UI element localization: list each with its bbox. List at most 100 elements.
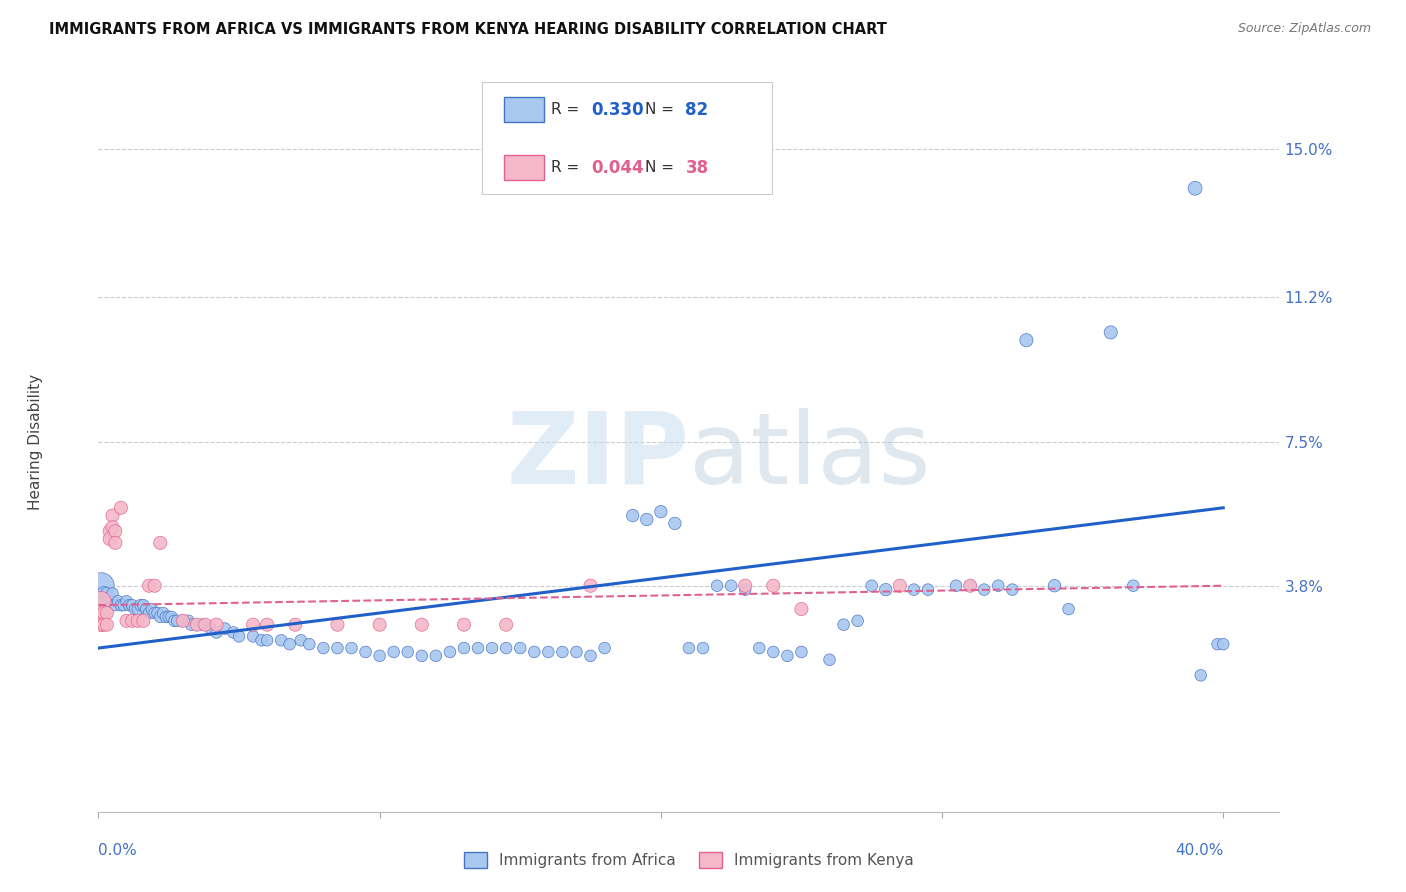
Point: [875, 582, 897, 597]
Point: [973, 582, 995, 597]
Point: [96, 594, 118, 608]
Point: [734, 579, 756, 593]
Point: [537, 645, 560, 659]
Point: [959, 579, 981, 593]
Point: [98, 532, 121, 546]
Point: [270, 633, 292, 648]
Point: [96, 586, 118, 600]
Point: [1099, 326, 1122, 340]
Point: [945, 579, 967, 593]
Point: [191, 617, 214, 632]
Point: [242, 629, 264, 643]
Point: [636, 512, 658, 526]
Point: [98, 524, 121, 538]
Point: [143, 606, 166, 620]
Point: [959, 579, 981, 593]
Point: [382, 645, 405, 659]
Text: ZIP: ZIP: [506, 408, 689, 505]
Point: [312, 641, 335, 656]
Point: [340, 641, 363, 656]
Point: [706, 579, 728, 593]
Point: [425, 648, 447, 663]
Point: [846, 614, 869, 628]
Point: [160, 610, 183, 624]
Point: [256, 633, 278, 648]
Point: [621, 508, 644, 523]
Y-axis label: Hearing Disability: Hearing Disability: [28, 374, 42, 509]
Point: [104, 598, 127, 612]
Point: [107, 594, 129, 608]
Point: [903, 582, 925, 597]
Text: R =: R =: [551, 160, 579, 175]
Text: 38: 38: [685, 159, 709, 177]
Point: [1015, 333, 1038, 347]
Point: [93, 586, 115, 600]
Point: [180, 617, 202, 632]
Point: [551, 645, 574, 659]
Text: 0.330: 0.330: [591, 101, 644, 119]
Point: [278, 637, 301, 651]
Point: [326, 641, 349, 656]
Point: [163, 614, 186, 628]
Point: [143, 579, 166, 593]
Point: [326, 617, 349, 632]
Text: IMMIGRANTS FROM AFRICA VS IMMIGRANTS FROM KENYA HEARING DISABILITY CORRELATION C: IMMIGRANTS FROM AFRICA VS IMMIGRANTS FRO…: [49, 22, 887, 37]
Point: [1057, 602, 1080, 616]
Point: [284, 617, 307, 632]
Point: [205, 617, 228, 632]
Point: [101, 520, 124, 534]
Point: [129, 598, 152, 612]
Point: [146, 606, 169, 620]
Point: [135, 602, 157, 616]
Point: [917, 582, 939, 597]
Point: [110, 598, 132, 612]
Point: [138, 606, 160, 620]
Point: [104, 536, 127, 550]
Text: N =: N =: [645, 160, 675, 175]
Point: [790, 602, 813, 616]
Point: [115, 594, 138, 608]
Point: [860, 579, 883, 593]
Point: [93, 594, 115, 608]
Point: [115, 614, 138, 628]
Point: [90, 610, 112, 624]
Point: [290, 633, 312, 648]
Point: [90, 594, 112, 608]
Point: [104, 524, 127, 538]
Text: 82: 82: [685, 101, 709, 119]
FancyBboxPatch shape: [503, 155, 544, 180]
FancyBboxPatch shape: [482, 82, 772, 194]
Point: [101, 508, 124, 523]
Point: [214, 622, 236, 636]
Point: [818, 653, 841, 667]
Point: [132, 614, 155, 628]
Point: [93, 606, 115, 620]
Point: [579, 648, 602, 663]
Text: 0.0%: 0.0%: [98, 843, 138, 858]
Point: [1043, 579, 1066, 593]
Point: [396, 645, 419, 659]
Point: [509, 641, 531, 656]
Point: [1122, 579, 1144, 593]
Point: [93, 617, 115, 632]
Text: R =: R =: [551, 103, 579, 118]
Point: [121, 614, 143, 628]
Point: [172, 614, 194, 628]
Text: N =: N =: [645, 103, 675, 118]
Point: [889, 579, 911, 593]
Point: [127, 614, 149, 628]
Point: [411, 617, 433, 632]
Point: [762, 579, 785, 593]
Point: [90, 606, 112, 620]
Point: [481, 641, 503, 656]
Point: [593, 641, 616, 656]
Legend: Immigrants from Africa, Immigrants from Kenya: Immigrants from Africa, Immigrants from …: [458, 847, 920, 874]
Point: [186, 617, 208, 632]
Point: [678, 641, 700, 656]
Point: [579, 579, 602, 593]
Point: [439, 645, 461, 659]
Point: [127, 602, 149, 616]
Point: [96, 606, 118, 620]
Point: [96, 617, 118, 632]
Point: [132, 598, 155, 612]
